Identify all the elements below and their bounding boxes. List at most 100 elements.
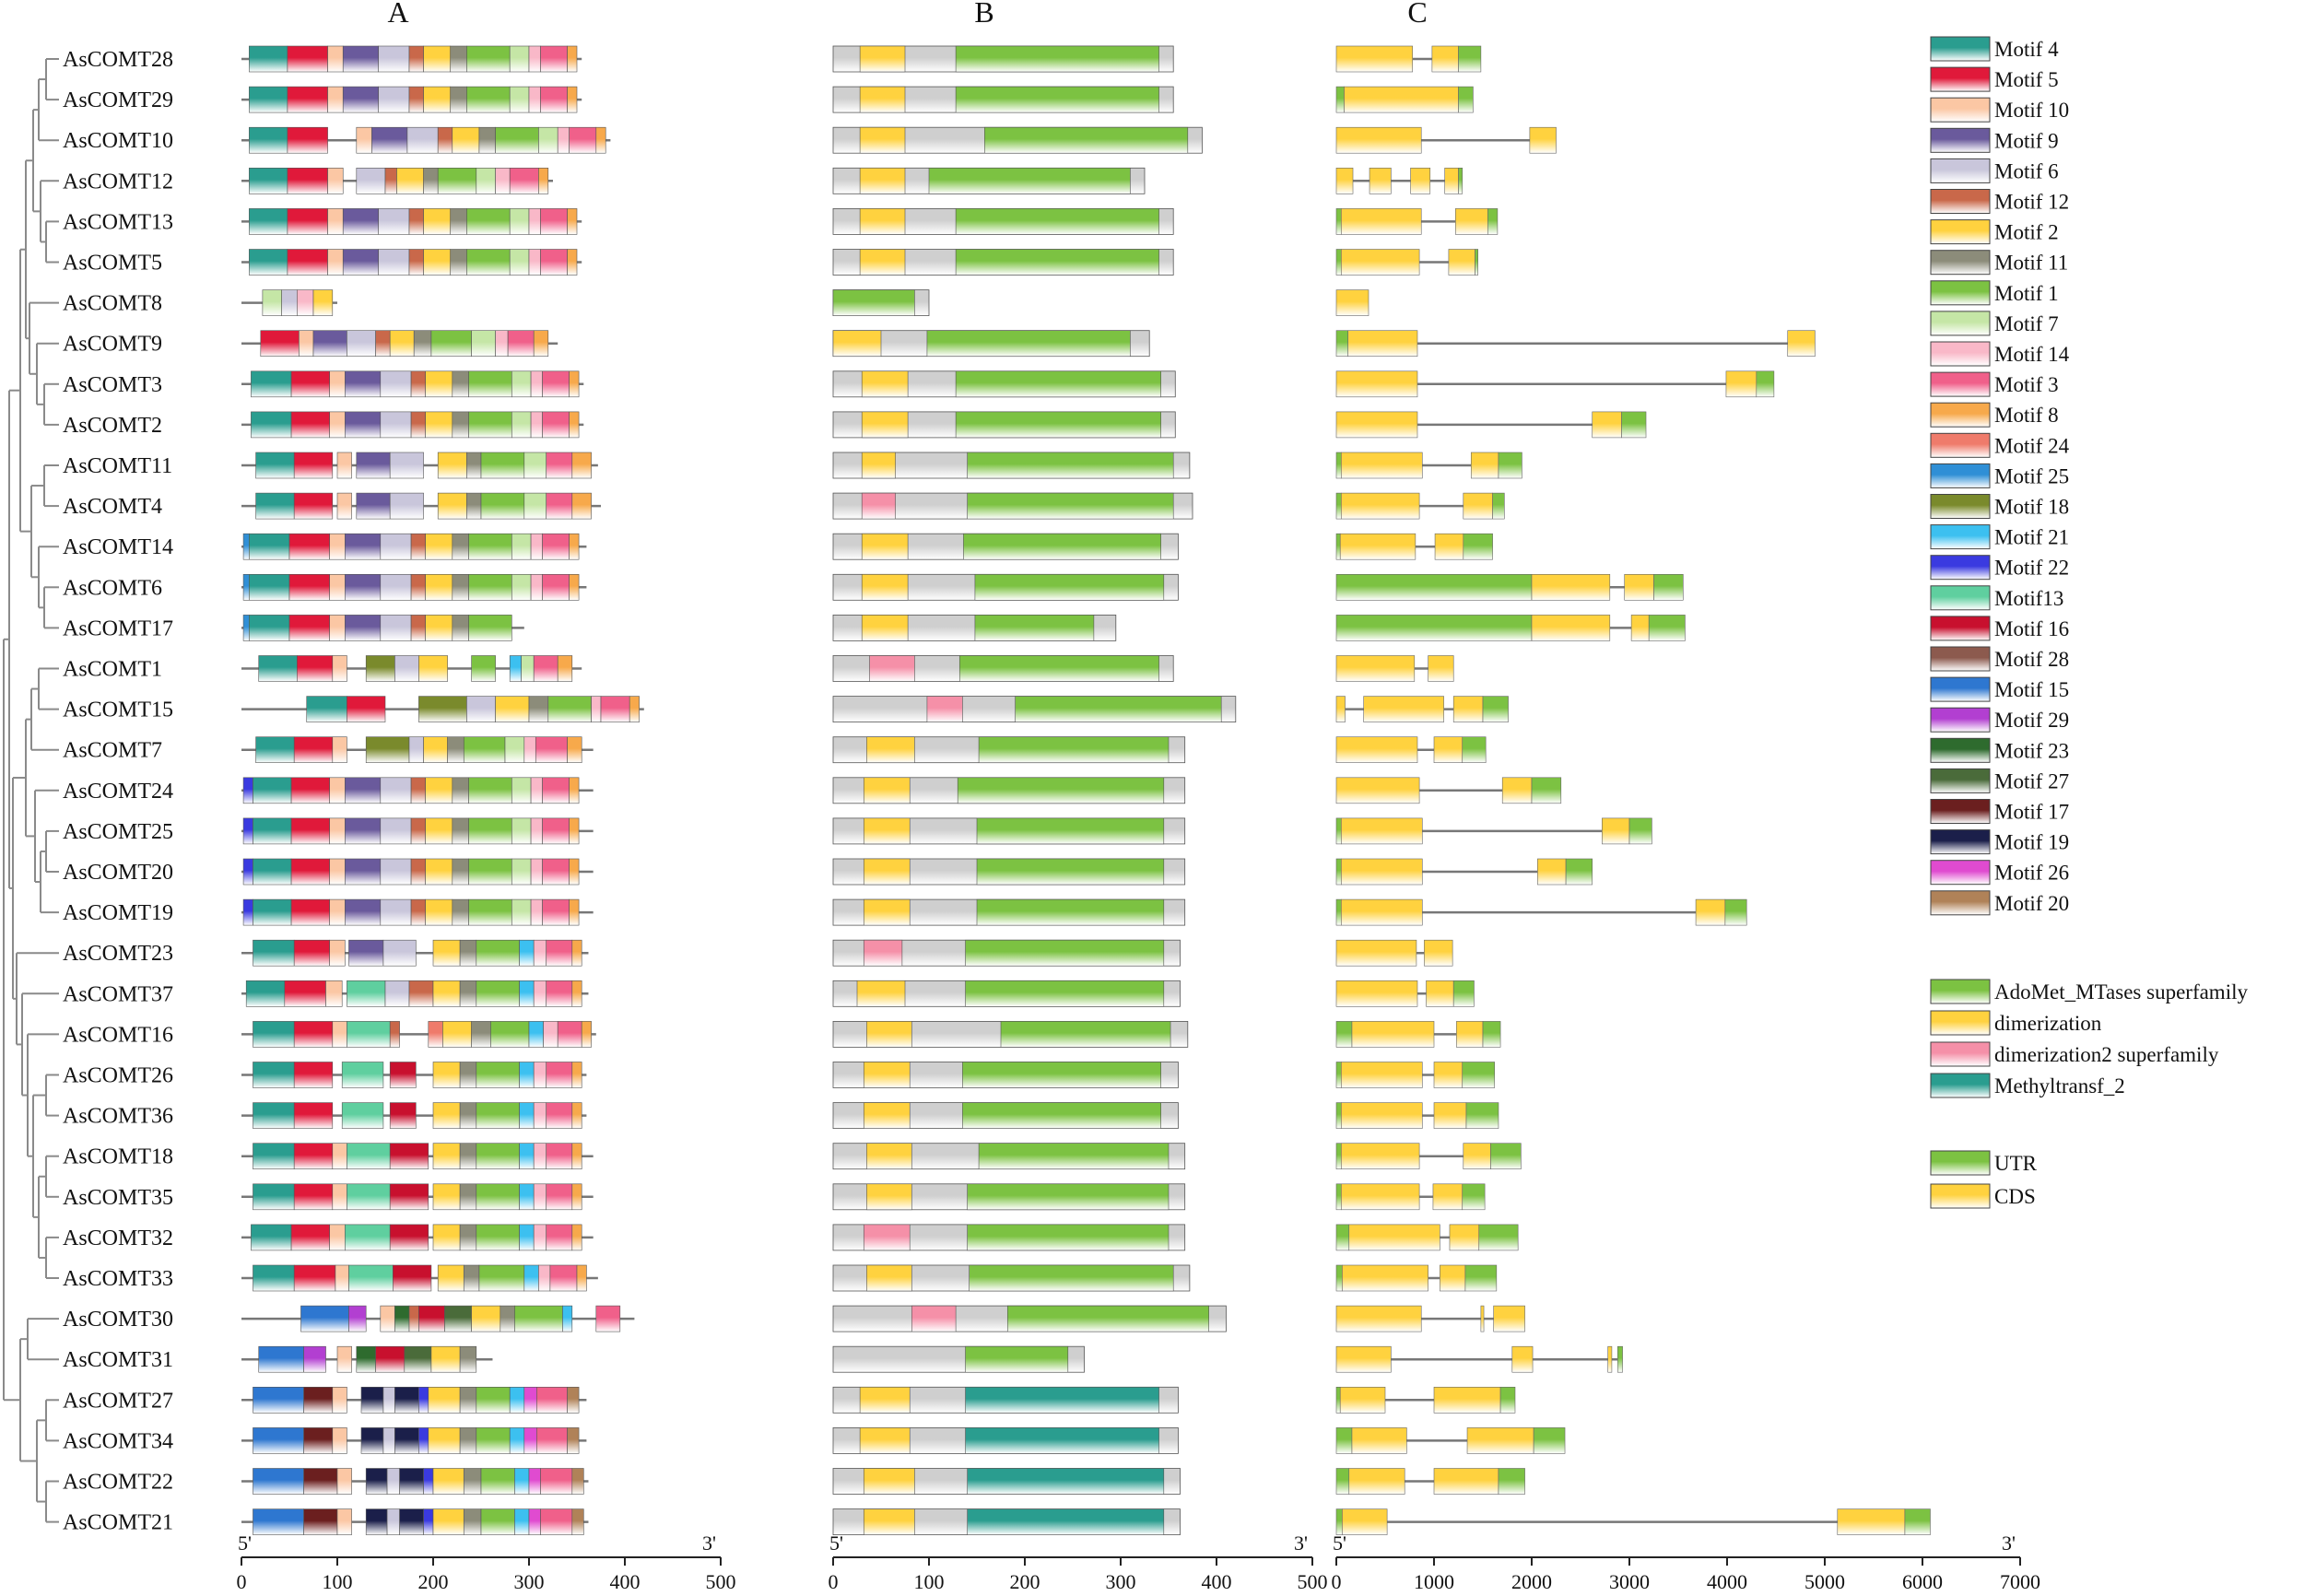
exon-row	[1335, 980, 1475, 1007]
exon-box-utr	[1335, 1387, 1341, 1414]
domain-box-dim	[863, 1102, 911, 1129]
motif-box-m7	[511, 411, 532, 439]
motif-box-m19	[399, 1508, 424, 1535]
motif-box-m9	[342, 249, 380, 276]
legend-label: CDS	[1994, 1185, 2036, 1208]
motif-box-m3	[595, 1305, 621, 1332]
motif-box-m6	[389, 452, 424, 479]
motif-box-m10	[327, 249, 344, 276]
motif-row	[241, 1468, 589, 1495]
motif-box-m25	[242, 615, 250, 641]
domain-row	[832, 1508, 1181, 1535]
exon-row	[1335, 1183, 1486, 1211]
gene-label: AsCOMT8	[63, 292, 162, 316]
tick-label: 100	[914, 1570, 945, 1593]
exon-box-cds	[1348, 1224, 1440, 1251]
motif-box-m14	[528, 208, 541, 235]
exon-box-cds	[1363, 696, 1444, 722]
domain-box-dim	[863, 1468, 915, 1495]
exon-box-utr	[1335, 817, 1342, 845]
exon-box-cds	[1335, 777, 1420, 804]
exon-row	[1335, 249, 1479, 276]
domain-box-ado	[963, 533, 1161, 560]
gene-label: AsCOMT7	[63, 739, 162, 763]
domain-box-ado	[978, 736, 1170, 764]
domain-box-ado	[969, 1264, 1174, 1292]
exon-row	[1335, 573, 1684, 601]
domain-row	[832, 1386, 1179, 1414]
motif-box-m26	[528, 1508, 541, 1535]
motif-box-m13	[345, 1224, 391, 1251]
exon-box-utr	[1335, 858, 1342, 886]
legend-swatch	[1930, 250, 1991, 276]
motif-box-m5	[290, 898, 330, 926]
motif-box-m6	[382, 939, 417, 967]
motif-box-m14	[297, 289, 314, 316]
exon-box-cds	[1493, 1305, 1525, 1332]
motif-box-m2	[423, 736, 448, 764]
motif-box-m21	[519, 1224, 535, 1251]
exon-box-cds	[1335, 980, 1418, 1007]
exon-row	[1335, 858, 1593, 886]
exon-box-cds	[1341, 1183, 1420, 1211]
domain-box-dim	[863, 1508, 915, 1535]
motif-box-m8	[569, 858, 580, 886]
motif-box-m11	[459, 980, 477, 1007]
motif-box-m8	[571, 1183, 582, 1211]
gene-label: AsCOMT20	[63, 861, 173, 885]
gene-labels: AsCOMT28 AsCOMT29 AsCOMT10 AsCOMT12 AsCOMT13…	[63, 48, 173, 1535]
motif-box-m22	[242, 858, 253, 886]
motif-box-m4	[255, 736, 295, 764]
legend-item: Motif 19	[1930, 829, 2069, 855]
motif-box-m12	[408, 208, 424, 235]
motif-box-m5	[347, 696, 386, 722]
exon-box-cds	[1339, 1387, 1386, 1414]
motif-box-m6	[380, 411, 412, 439]
motif-box-m5	[288, 573, 330, 601]
motif-box-m6	[356, 168, 386, 194]
legend-swatch	[1930, 524, 1991, 550]
exon-box-cds	[1335, 1345, 1392, 1373]
motif-box-m13	[347, 1143, 391, 1169]
panel-label-b: B	[974, 0, 993, 29]
motif-box-m11	[452, 777, 469, 804]
legend-swatch	[1930, 341, 1991, 367]
motif-box-m10	[329, 533, 346, 560]
gene-label: AsCOMT17	[63, 616, 173, 640]
legend: Motif 4 Motif 5 Motif 10 Motif 9 Motif 6 Moti…	[1930, 36, 2248, 1209]
phylogenetic-tree	[3, 58, 59, 1523]
motif-box-m22	[423, 1468, 434, 1495]
gene-label: AsCOMT13	[63, 210, 173, 234]
motif-box-m19	[399, 1468, 424, 1495]
domain-box-dim	[859, 1427, 911, 1454]
motif-box-m7	[521, 655, 535, 682]
motif-box-m10	[329, 858, 346, 886]
exon-box-cds	[1424, 939, 1453, 967]
motif-box-m3	[542, 370, 570, 398]
motif-row	[241, 1345, 493, 1373]
motif-box-m11	[452, 817, 469, 845]
motif-box-m26	[523, 1427, 537, 1454]
motif-box-m3	[546, 1183, 573, 1211]
motif-box-m9	[345, 533, 382, 560]
tick-label: 0	[237, 1570, 247, 1593]
legend-swatch	[1930, 158, 1991, 183]
motif-row	[241, 411, 584, 439]
legend-item: Motif 29	[1930, 707, 2069, 733]
motif-box-m9	[356, 452, 391, 479]
domain-box-dim	[861, 533, 909, 560]
domain-row	[832, 411, 1176, 439]
domain-box-dim	[861, 615, 909, 641]
domain-box-ado	[955, 411, 1161, 439]
motif-box-m14	[530, 573, 543, 601]
motif-box-m19	[365, 1468, 388, 1495]
motif-box-m8	[629, 696, 640, 722]
legend-label: Motif 5	[1994, 68, 2059, 91]
motif-box-m12	[410, 615, 426, 641]
motif-box-m2	[428, 1427, 461, 1454]
motif-box-m26	[528, 1468, 541, 1495]
legend-label: Motif 1	[1994, 282, 2059, 305]
domain-box-dim	[832, 330, 882, 358]
motif-box-m4	[253, 858, 292, 886]
motif-box-m24	[428, 1021, 443, 1048]
